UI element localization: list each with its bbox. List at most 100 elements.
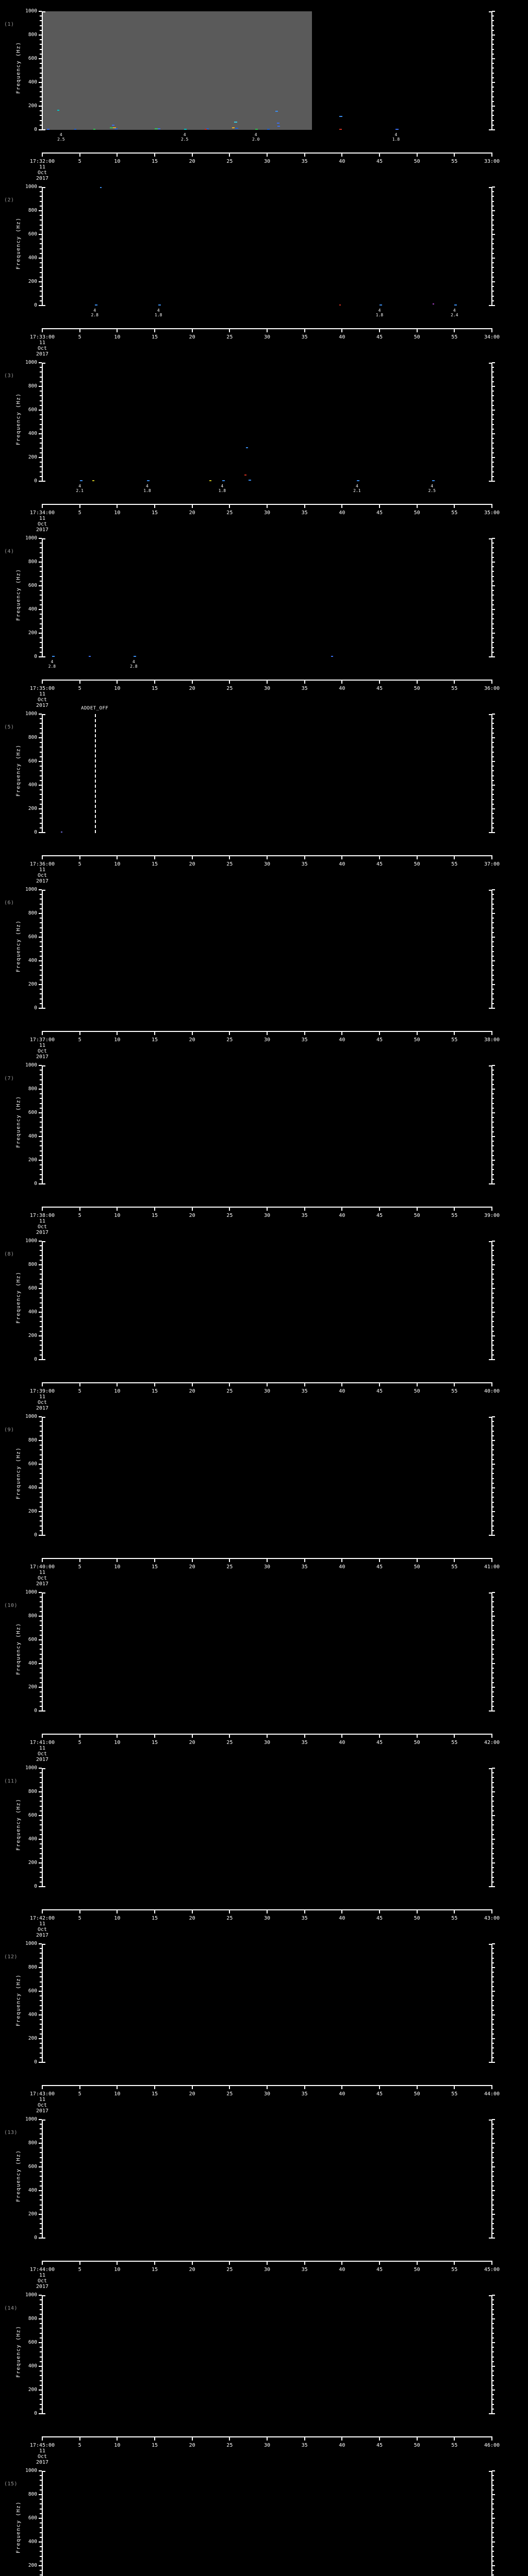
spine-cap	[42, 2238, 45, 2239]
y-tick-minor-right	[492, 2536, 494, 2538]
y-tick-minor	[40, 1672, 42, 1674]
end-time-label: 37:00	[484, 861, 500, 867]
x-tick-label: 30	[263, 1213, 271, 1218]
y-tick-minor	[40, 571, 42, 572]
y-axis-spine	[42, 2120, 43, 2239]
panel-index-label: (5)	[4, 724, 14, 730]
date-line-3: 2017	[36, 351, 49, 357]
x-tick	[304, 1909, 305, 1913]
y-tick-minor	[40, 1169, 42, 1171]
y-tick-minor-right	[492, 2508, 494, 2510]
x-tick	[191, 1031, 193, 1035]
panel-index-label: (9)	[4, 1427, 14, 1433]
y-tick-minor-right	[492, 575, 494, 577]
y-tick-minor-right	[492, 205, 494, 207]
y-tick-minor	[40, 1098, 42, 1099]
x-tick	[416, 328, 418, 332]
y-tick-minor	[40, 1259, 42, 1261]
event-marker-line	[94, 714, 96, 833]
x-tick	[117, 855, 118, 859]
end-time-label: 39:00	[484, 1213, 500, 1218]
y-tick-right	[492, 2413, 495, 2414]
y-tick-label: 1000	[25, 1414, 37, 1419]
y-axis-title: Frequency (Hz)	[15, 41, 22, 94]
x-tick-label: 50	[414, 1740, 420, 1745]
y-tick-minor	[40, 2299, 42, 2301]
x-tick	[379, 680, 380, 684]
y-tick	[39, 585, 42, 586]
x-tick	[416, 2261, 418, 2265]
y-tick-minor	[40, 1354, 42, 1355]
x-tick-label: 5	[78, 1740, 81, 1745]
y-tick-label: 600	[28, 583, 37, 588]
spine-cap	[489, 1241, 492, 1242]
x-tick-label: 15	[151, 686, 158, 691]
y-tick-minor-right	[492, 1250, 494, 1251]
y-tick-minor	[40, 2171, 42, 2173]
y-tick-minor-right	[492, 443, 494, 444]
x-tick	[341, 2436, 343, 2441]
x-tick	[454, 2261, 455, 2265]
energy-speck	[235, 128, 238, 129]
y-tick	[39, 1241, 42, 1242]
y-tick-minor	[40, 1155, 42, 1156]
y-tick-minor-right	[492, 248, 494, 249]
x-tick-label: 5	[78, 510, 81, 516]
x-tick-label: 10	[114, 861, 121, 867]
y-tick-minor-right	[492, 1074, 494, 1076]
y-tick-right	[492, 832, 495, 833]
y-tick-minor	[40, 2313, 42, 2315]
y-tick-right	[492, 58, 495, 59]
y-tick	[39, 1710, 42, 1711]
y-tick-label: 0	[34, 1181, 37, 1187]
y-tick-minor	[40, 67, 42, 69]
x-tick-label: 45	[376, 1740, 383, 1745]
y-tick-minor-right	[492, 44, 494, 45]
y-tick-minor-right	[492, 395, 494, 397]
detection-count: 4	[355, 484, 358, 488]
y-tick-minor	[40, 1597, 42, 1598]
y-tick-minor	[40, 2199, 42, 2201]
y-tick-minor	[40, 2375, 42, 2377]
y-tick-minor-right	[492, 1976, 494, 1978]
date-line-1: 11	[39, 1921, 46, 1927]
y-axis-spine-right	[491, 187, 492, 306]
start-time-label: 17:34:00	[29, 510, 55, 516]
y-tick-minor	[40, 1174, 42, 1175]
x-tick	[454, 2085, 455, 2089]
x-tick	[117, 1382, 118, 1386]
y-tick-right	[492, 106, 495, 107]
y-tick-minor-right	[492, 291, 494, 292]
energy-speck	[157, 128, 160, 130]
y-tick-minor	[40, 1772, 42, 1774]
spine-cap	[42, 1008, 45, 1009]
y-tick-minor	[40, 927, 42, 928]
x-tick	[304, 2436, 305, 2441]
y-tick-minor	[40, 1782, 42, 1783]
y-tick-minor	[40, 2185, 42, 2187]
x-tick-label: 25	[226, 334, 233, 340]
x-tick-label: 40	[339, 1564, 345, 1570]
detection-annotation: 4 2.8	[130, 659, 137, 669]
x-tick	[191, 328, 193, 332]
y-tick	[39, 562, 42, 563]
x-tick	[304, 1558, 305, 1562]
x-tick	[191, 504, 193, 508]
x-tick	[191, 1909, 193, 1913]
end-time-label: 46:00	[484, 2443, 500, 2448]
y-tick-label: 800	[28, 32, 37, 38]
y-tick	[39, 281, 42, 282]
y-tick-minor-right	[492, 1274, 494, 1275]
y-tick-label: 0	[34, 654, 37, 659]
y-axis-spine	[42, 1768, 43, 1887]
y-tick-label: 200	[28, 2036, 37, 2041]
y-tick-label: 400	[28, 1133, 37, 1139]
x-tick	[79, 1207, 80, 1211]
y-tick-minor	[40, 970, 42, 971]
y-tick-minor-right	[492, 124, 494, 126]
spine-cap	[489, 656, 492, 657]
y-tick-minor	[40, 604, 42, 605]
detection-count: 4	[378, 308, 381, 313]
energy-speck	[205, 129, 207, 130]
y-tick-minor	[40, 623, 42, 624]
